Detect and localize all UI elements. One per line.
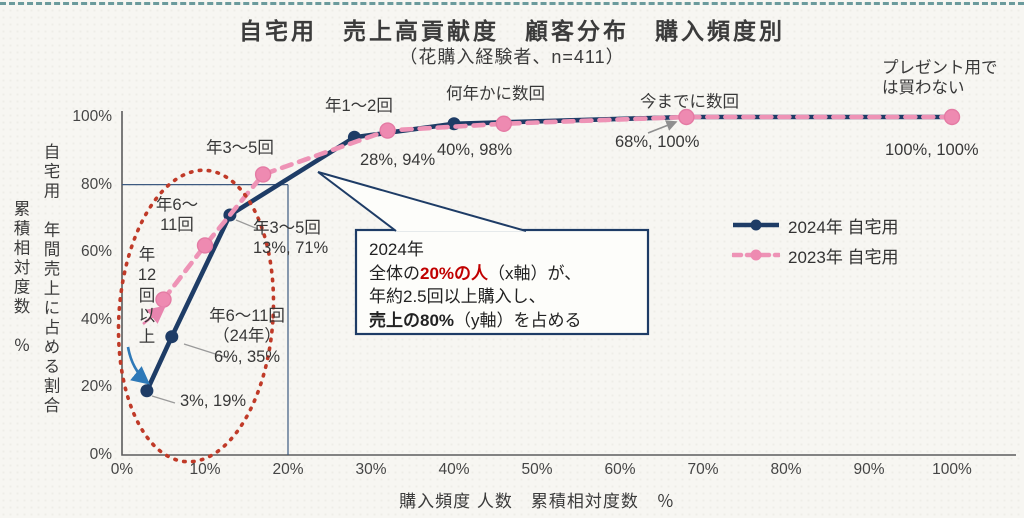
y-tick-label: 60% — [80, 243, 112, 261]
x-tick-label: 0% — [110, 461, 134, 478]
y-tick-label: 0% — [89, 446, 112, 463]
legend-label: 2023年 自宅用 — [788, 247, 899, 267]
series-2023-marker — [196, 237, 214, 254]
connector-3-19 — [151, 395, 176, 404]
series-2023-marker — [379, 122, 396, 139]
point-label-freq-3-5-2023: 年3～5回 — [206, 139, 274, 157]
x-tick-label: 100% — [932, 461, 972, 478]
point-label-val-100-100: 100%, 100% — [885, 141, 979, 159]
point-label-freq-gift-never: プレゼント用で は買わない — [882, 59, 998, 98]
callout-box — [354, 228, 650, 336]
callout-line: 売上の80%（y軸）を占める — [369, 310, 582, 330]
point-label-freq-up-to-now: 今までに数回 — [640, 93, 739, 111]
x-tick-label: 70% — [687, 461, 719, 478]
point-label-freq-12-plus: 年 12 回以上 — [137, 246, 157, 346]
y-tick-label: 20% — [80, 378, 112, 396]
series-2024-marker — [140, 384, 154, 398]
x-tick-label: 30% — [355, 461, 387, 478]
callout-line: 全体の20%の人（x軸）が、 — [369, 263, 582, 283]
callout-text: 2024年全体の20%の人（x軸）が、 年約2.5回以上購入し、売上の80%（y軸… — [369, 238, 641, 332]
series-2023-marker — [943, 108, 961, 126]
legend-marker-icon — [733, 219, 779, 231]
arrow-to-2024-low-point — [126, 346, 151, 385]
legend-label: 2024年 自宅用 — [788, 217, 899, 237]
connector-6-35 — [183, 343, 229, 359]
point-label-val-3-19: 3%, 19% — [180, 392, 247, 410]
legend-marker-icon — [732, 249, 780, 261]
x-tick-label: 60% — [604, 461, 636, 478]
series-2024-marker — [165, 330, 179, 344]
legend: 2024年 自宅用 2023年 自宅用 — [732, 210, 899, 270]
connector-13-71 — [235, 219, 259, 230]
legend-item-2024: 2024年 自宅用 — [732, 210, 899, 240]
chart-subtitle: （花購入経験者、n=411） — [399, 47, 625, 67]
x-tick-label: 10% — [189, 461, 221, 478]
series-2023-marker — [254, 166, 272, 183]
point-label-freq-3-5-2024: 年3～5回 13%, 71% — [253, 219, 329, 258]
x-tick-label: 80% — [770, 461, 802, 478]
x-axis-title: 購入頻度 人数 累積相対度数 ％ — [399, 492, 675, 511]
page-top-dashed-rule — [0, 2, 1024, 5]
point-label-freq-1-2: 年1～2回 — [325, 97, 393, 115]
x-tick-label: 40% — [438, 461, 470, 478]
connector-68-100-arrow — [647, 120, 678, 134]
y-tick-label: 80% — [80, 175, 112, 193]
x-tick-label: 90% — [853, 461, 885, 478]
y-tick-label: 100% — [72, 108, 112, 125]
series-2023-marker — [678, 108, 695, 126]
y-axis-title-secondary: 累積相対度数 ％ — [11, 200, 29, 356]
legend-item-2023: 2023年 自宅用 — [732, 240, 899, 270]
callout-line: 年約2.5回以上購入し、 — [369, 287, 546, 306]
chart-title: 自宅用 売上高貢献度 顧客分布 購入頻度別 — [239, 18, 785, 44]
callout-line: 2024年 — [369, 240, 424, 259]
arrow-to-2023-low-point — [142, 305, 167, 326]
point-label-freq-few-years: 何年かに数回 — [446, 85, 545, 103]
point-label-val-28-94: 28%, 94% — [360, 151, 436, 169]
x-tick-label: 20% — [272, 461, 304, 478]
y-tick-label: 40% — [80, 310, 112, 328]
point-label-val-68-100: 68%, 100% — [615, 133, 700, 151]
highlight-ellipse — [116, 168, 276, 464]
callout-pointer-edge — [317, 171, 397, 232]
point-label-freq-6-11-2023: 年6～ 11回 — [155, 196, 199, 235]
x-tick-label: 50% — [521, 461, 553, 478]
callout-pointer-edge — [317, 171, 527, 232]
point-label-freq-6-11-2024: 年6～11回 （24年） 6%, 35% — [209, 307, 285, 366]
point-label-val-40-98: 40%, 98% — [437, 141, 513, 159]
axis-lines — [121, 111, 1016, 456]
y-axis-title-primary: 自宅用 年間売上に占める割合 — [41, 143, 59, 416]
series-2023-marker — [495, 115, 512, 132]
